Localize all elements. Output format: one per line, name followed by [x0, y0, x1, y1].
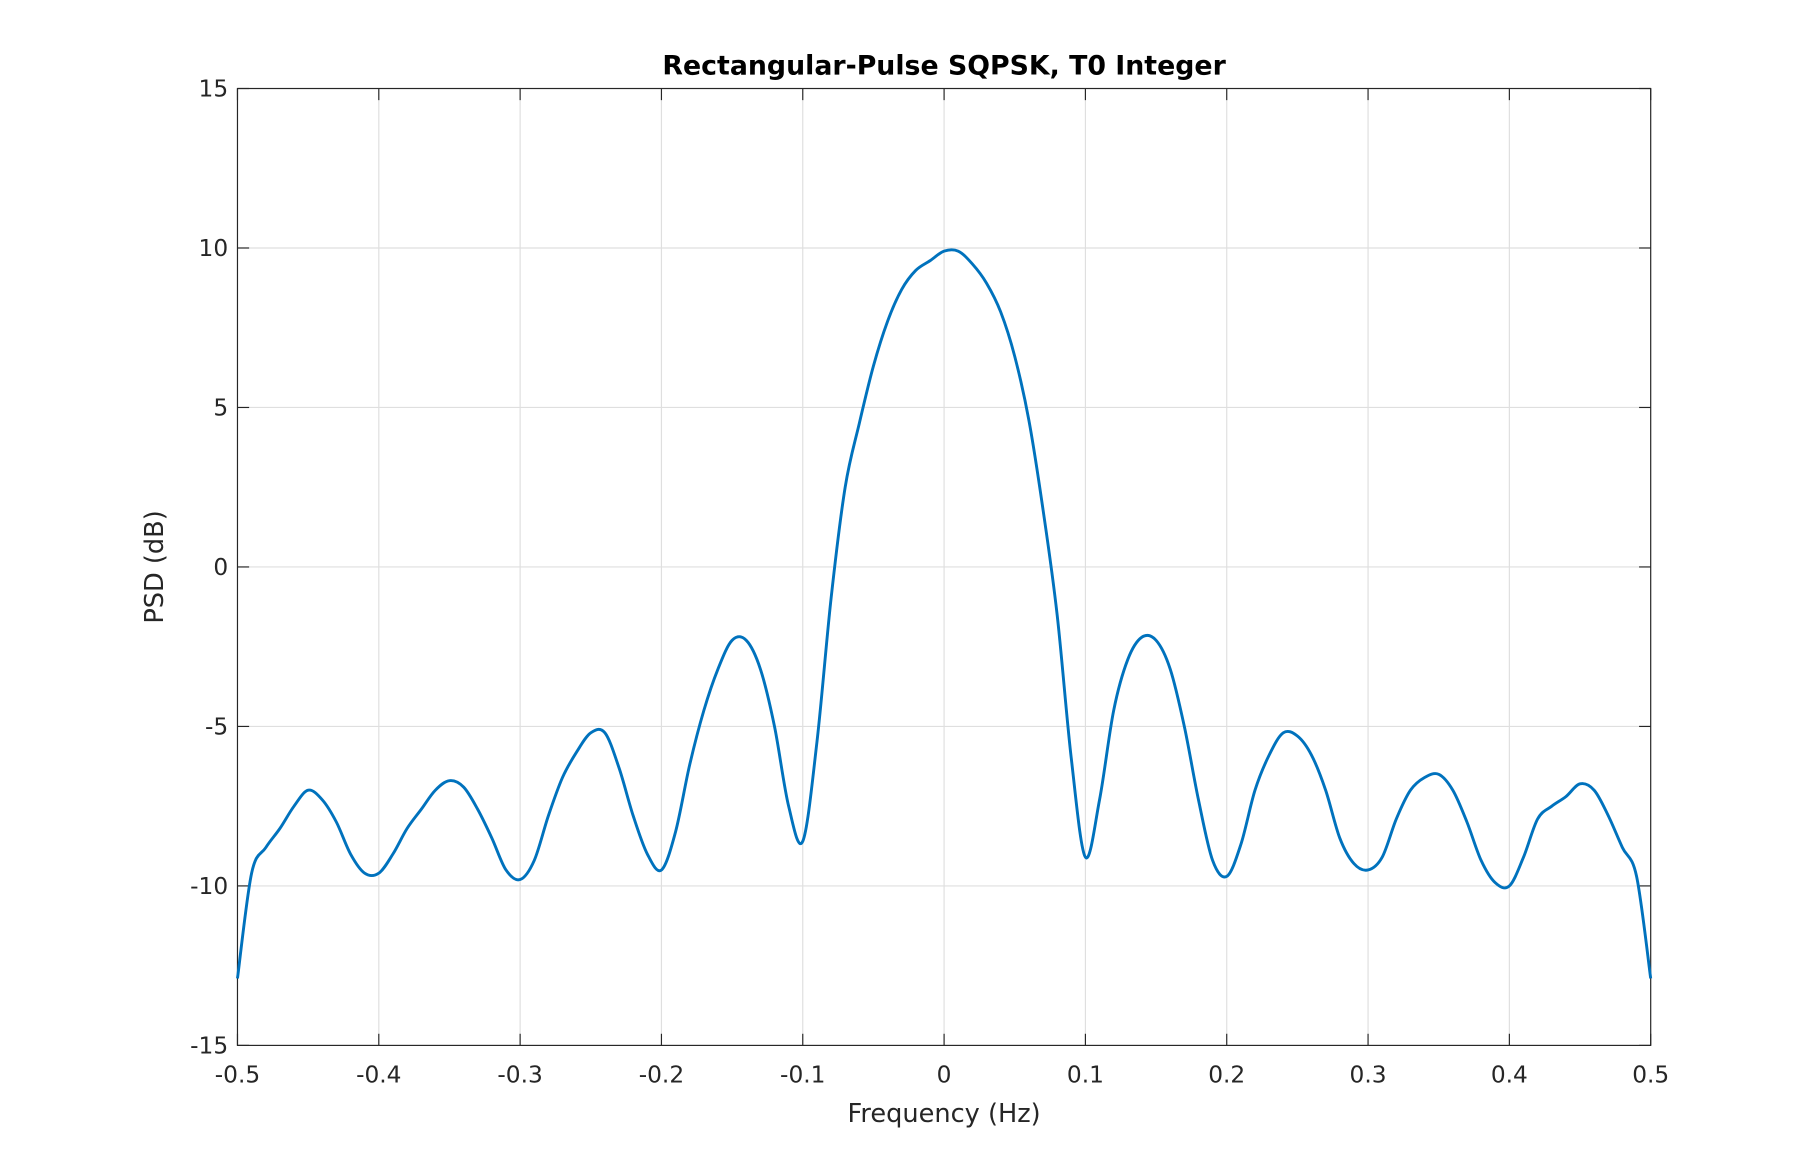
x-tick-label: -0.4: [356, 1062, 401, 1089]
x-tick-label: -0.1: [780, 1062, 825, 1089]
x-tick-label: -0.2: [639, 1062, 684, 1089]
x-tick-label: -0.3: [497, 1062, 542, 1089]
x-tick-label: 0.5: [1632, 1062, 1669, 1089]
psd-series-line: [236, 248, 1653, 979]
x-tick-label: -0.5: [215, 1062, 260, 1089]
grid: [236, 87, 1652, 1046]
chart-title: Rectangular-Pulse SQPSK, T0 Integer: [662, 51, 1226, 82]
y-tick-label: 10: [199, 235, 229, 262]
y-tick-label: -15: [190, 1033, 228, 1060]
x-tick-label: 0.4: [1491, 1062, 1528, 1089]
y-tick-label: 0: [213, 554, 228, 581]
y-tick-label: -5: [205, 714, 228, 741]
y-tick-label: 15: [199, 76, 229, 103]
x-tick-label: 0.1: [1067, 1062, 1104, 1089]
x-tick-label: 0.2: [1208, 1062, 1245, 1089]
y-tick-label: 5: [213, 395, 228, 422]
ticks: -0.5 -0.4 -0.3 -0.2 -0.1 0 0.1 0.2 0.3 0.4 0.5 -15 -…: [190, 76, 1669, 1089]
y-tick-label: -10: [190, 873, 228, 900]
y-axis-label: PSD (dB): [140, 510, 170, 623]
x-axis-label: Frequency (Hz): [848, 1099, 1041, 1129]
x-tick-label: 0.3: [1350, 1062, 1387, 1089]
x-tick-label: 0: [937, 1062, 952, 1089]
